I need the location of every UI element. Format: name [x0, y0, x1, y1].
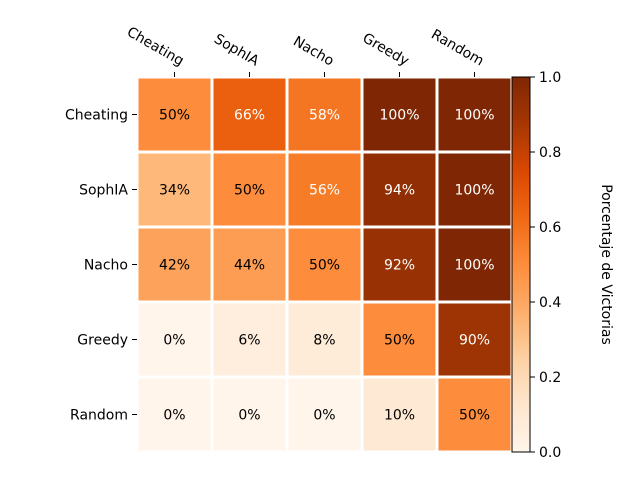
- cell-value-label: 8%: [313, 333, 335, 349]
- cell-value-label: 0%: [238, 408, 260, 424]
- heatmap-cell-cheating-vs-nacho: [288, 78, 361, 151]
- cell-value-label: 44%: [234, 258, 265, 274]
- heatmap-cell-cheating-vs-greedy: [363, 78, 436, 151]
- cell-value-label: 92%: [384, 258, 415, 274]
- cell-value-label: 56%: [309, 183, 340, 199]
- colorbar: 0.0 0.2 0.4 0.6 0.8 1.0 Porcentaje de Victori…: [511, 70, 614, 461]
- colorbar-tick-label: 1.0: [539, 70, 561, 86]
- cell-value-label: 100%: [454, 183, 494, 199]
- cell-value-label: 100%: [454, 108, 494, 124]
- heatmap-cell-cheating-vs-sophia: [213, 78, 286, 151]
- heatmap-cell-nacho-vs-random: [438, 228, 511, 301]
- colorbar-tick-label: 0.0: [539, 445, 561, 461]
- column-tick-label: Cheating: [124, 24, 187, 69]
- heatmap-cells: [138, 78, 511, 451]
- heatmap-cell-nacho-vs-sophia: [213, 228, 286, 301]
- heatmap-cell-sophia-vs-nacho: [288, 153, 361, 226]
- cell-value-label: 6%: [238, 333, 260, 349]
- column-tick-label: Greedy: [360, 30, 412, 69]
- cell-value-label: 100%: [454, 258, 494, 274]
- cell-value-label: 0%: [163, 333, 185, 349]
- cell-value-label: 90%: [459, 333, 490, 349]
- heatmap-cell-random-vs-cheating: [138, 378, 211, 451]
- heatmap-cell-nacho-vs-greedy: [363, 228, 436, 301]
- cell-value-label: 50%: [234, 183, 265, 199]
- heatmap-cell-greedy-vs-random: [438, 303, 511, 376]
- heatmap-cell-sophia-vs-sophia: [213, 153, 286, 226]
- cell-value-label: 50%: [384, 333, 415, 349]
- heatmap-cell-random-vs-sophia: [213, 378, 286, 451]
- cell-value-label: 50%: [159, 108, 190, 124]
- heatmap-cell-cheating-vs-cheating: [138, 78, 211, 151]
- heatmap-cell-random-vs-nacho: [288, 378, 361, 451]
- cell-value-label: 0%: [163, 408, 185, 424]
- row-tick-labels: Cheating SophIA Nacho Greedy Random: [65, 108, 137, 424]
- cell-value-labels: 50% 66% 58% 100% 100% 34% 50% 56% 94% 100% 42% 44% 5…: [159, 108, 495, 424]
- cell-value-label: 66%: [234, 108, 265, 124]
- row-tick-label: Nacho: [84, 258, 128, 274]
- row-tick-label: Random: [70, 408, 128, 424]
- cell-value-label: 42%: [159, 258, 190, 274]
- cell-value-label: 10%: [384, 408, 415, 424]
- cell-value-label: 0%: [313, 408, 335, 424]
- row-tick-label: Greedy: [77, 333, 128, 349]
- colorbar-tick-label: 0.2: [539, 370, 561, 386]
- heatmap-cell-greedy-vs-cheating: [138, 303, 211, 376]
- column-tick-label: SophIA: [211, 31, 262, 70]
- heatmap-cell-greedy-vs-greedy: [363, 303, 436, 376]
- heatmap-cell-nacho-vs-nacho: [288, 228, 361, 301]
- column-tick-labels: Cheating SophIA Nacho Greedy Random: [124, 24, 487, 77]
- cell-value-label: 50%: [459, 408, 490, 424]
- colorbar-tick-label: 0.6: [539, 220, 561, 236]
- cell-value-label: 100%: [379, 108, 419, 124]
- heatmap-cell-greedy-vs-nacho: [288, 303, 361, 376]
- heatmap-cell-sophia-vs-cheating: [138, 153, 211, 226]
- colorbar-label: Porcentaje de Victorias: [598, 184, 614, 345]
- column-tick-label: Nacho: [290, 34, 336, 70]
- row-tick-label: Cheating: [65, 108, 128, 124]
- column-tick-label: Random: [428, 27, 486, 70]
- cell-value-label: 34%: [159, 183, 190, 199]
- heatmap-cell-greedy-vs-sophia: [213, 303, 286, 376]
- row-tick-label: SophIA: [79, 183, 128, 199]
- cell-value-label: 94%: [384, 183, 415, 199]
- heatmap-cell-nacho-vs-cheating: [138, 228, 211, 301]
- cell-value-label: 50%: [309, 258, 340, 274]
- heatmap-cell-sophia-vs-random: [438, 153, 511, 226]
- heatmap-cell-cheating-vs-random: [438, 78, 511, 151]
- colorbar-tick-label: 0.4: [539, 295, 561, 311]
- colorbar-ticks: 0.0 0.2 0.4 0.6 0.8 1.0: [530, 70, 561, 461]
- cell-value-label: 58%: [309, 108, 340, 124]
- heatmap-cell-sophia-vs-greedy: [363, 153, 436, 226]
- colorbar-tick-label: 0.8: [539, 145, 561, 161]
- colorbar-gradient: [511, 76, 531, 453]
- heatmap-cell-random-vs-random: [438, 378, 511, 451]
- heatmap-cell-random-vs-greedy: [363, 378, 436, 451]
